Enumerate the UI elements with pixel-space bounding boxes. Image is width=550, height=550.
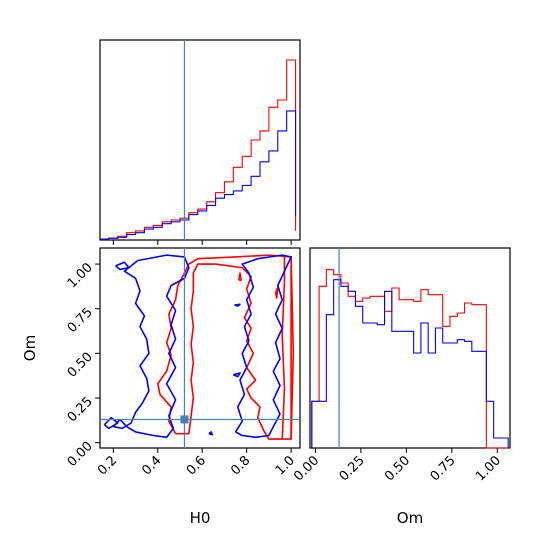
panel-hist-om: 0.00 0.25 0.50 0.75 1.00 Om — [291, 247, 511, 527]
panel-contour-series — [103, 254, 295, 440]
panel-contour-frame — [99, 247, 301, 449]
contour-ytick-label-3: 0.50 — [65, 350, 96, 381]
contour-series-1-line-5 — [274, 286, 279, 299]
hist-h0-series-2 — [99, 110, 297, 240]
contour-series-1-line-4 — [238, 272, 242, 281]
panel-hist-om-frame — [309, 247, 511, 449]
contour-series-2-line-7 — [208, 431, 214, 436]
contour-ytick-label-4: 0.75 — [65, 305, 96, 336]
panel-contour-h0-om: 0.2 0.4 0.6 0.8 1.0 0.000.250.500.751.00 H0 … — [21, 247, 301, 527]
panel-contour-xticks: 0.2 0.4 0.6 0.8 1.0 — [95, 448, 298, 478]
hist-om-xtick-label-5: 1.00 — [473, 453, 504, 484]
panel-hist-h0-frame — [99, 39, 301, 241]
panel-hist-om-xticks: 0.00 0.25 0.50 0.75 1.00 — [291, 448, 504, 484]
hist-om-series-1 — [311, 269, 509, 449]
contour-series-2-line-6 — [233, 372, 241, 378]
contour-xtick-label-4: 0.8 — [228, 453, 253, 478]
hist-om-series-2 — [311, 279, 509, 448]
panel-hist-h0 — [99, 39, 301, 245]
contour-series-2-line-5 — [234, 303, 241, 307]
y-axis-label-om: Om — [21, 335, 39, 361]
contour-series-1-line-1 — [156, 254, 292, 440]
truth-point-marker — [180, 415, 189, 424]
contour-series-1-line-2 — [281, 256, 286, 440]
contour-series-2-line-1 — [112, 254, 190, 439]
contour-xtick-label-2: 0.4 — [139, 453, 164, 478]
hist-om-xtick-label-4: 0.75 — [428, 453, 459, 484]
hist-om-xtick-label-1: 0.00 — [291, 453, 322, 484]
hist-om-xtick-label-3: 0.50 — [382, 453, 413, 484]
contour-ytick-label-5: 1.00 — [65, 260, 96, 291]
x-axis-label-om: Om — [397, 509, 423, 527]
x-axis-label-h0: H0 — [190, 509, 211, 527]
contour-series-2-line-4 — [115, 261, 130, 271]
contour-xtick-label-3: 0.6 — [184, 453, 209, 478]
panel-hist-om-series — [311, 269, 509, 449]
contour-series-2-line-2 — [234, 254, 292, 439]
contour-xtick-label-1: 0.2 — [95, 453, 120, 478]
panel-hist-h0-series — [99, 59, 297, 240]
hist-om-xtick-label-2: 0.25 — [337, 453, 368, 484]
contour-ytick-label-1: 0.00 — [65, 439, 96, 470]
contour-series-1-line-3 — [290, 256, 295, 440]
panel-contour-yticks: 0.00 0.25 0.50 0.75 1.00 — [65, 260, 100, 470]
panel-hist-h0-ticks — [112, 240, 292, 245]
contour-ytick-label-2: 0.25 — [65, 394, 96, 425]
